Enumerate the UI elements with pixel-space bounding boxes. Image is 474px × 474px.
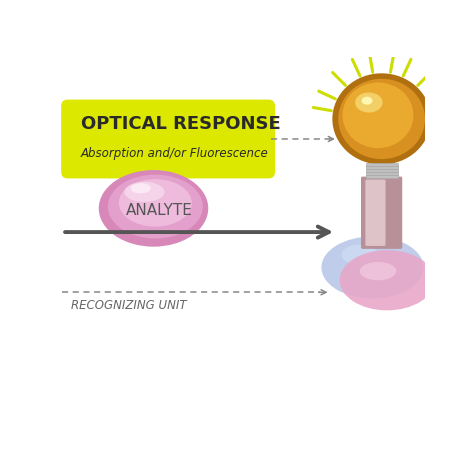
FancyBboxPatch shape: [361, 177, 402, 249]
FancyBboxPatch shape: [365, 163, 398, 178]
Ellipse shape: [340, 250, 435, 310]
Ellipse shape: [321, 237, 424, 299]
Ellipse shape: [332, 73, 431, 164]
Text: Absorption and/or Fluorescence: Absorption and/or Fluorescence: [81, 147, 268, 160]
FancyBboxPatch shape: [61, 100, 275, 178]
Ellipse shape: [99, 170, 208, 246]
Ellipse shape: [355, 92, 383, 112]
Ellipse shape: [362, 97, 373, 105]
Ellipse shape: [124, 182, 164, 202]
Ellipse shape: [341, 245, 378, 265]
Ellipse shape: [131, 183, 151, 193]
FancyBboxPatch shape: [365, 180, 385, 246]
Text: RECOGNIZING UNIT: RECOGNIZING UNIT: [72, 299, 187, 311]
Text: OPTICAL RESPONSE: OPTICAL RESPONSE: [81, 115, 280, 133]
Ellipse shape: [343, 82, 413, 148]
Text: ANALYTE: ANALYTE: [126, 203, 192, 218]
Ellipse shape: [360, 262, 396, 280]
Ellipse shape: [338, 79, 425, 159]
Ellipse shape: [108, 174, 203, 238]
Ellipse shape: [119, 179, 192, 227]
